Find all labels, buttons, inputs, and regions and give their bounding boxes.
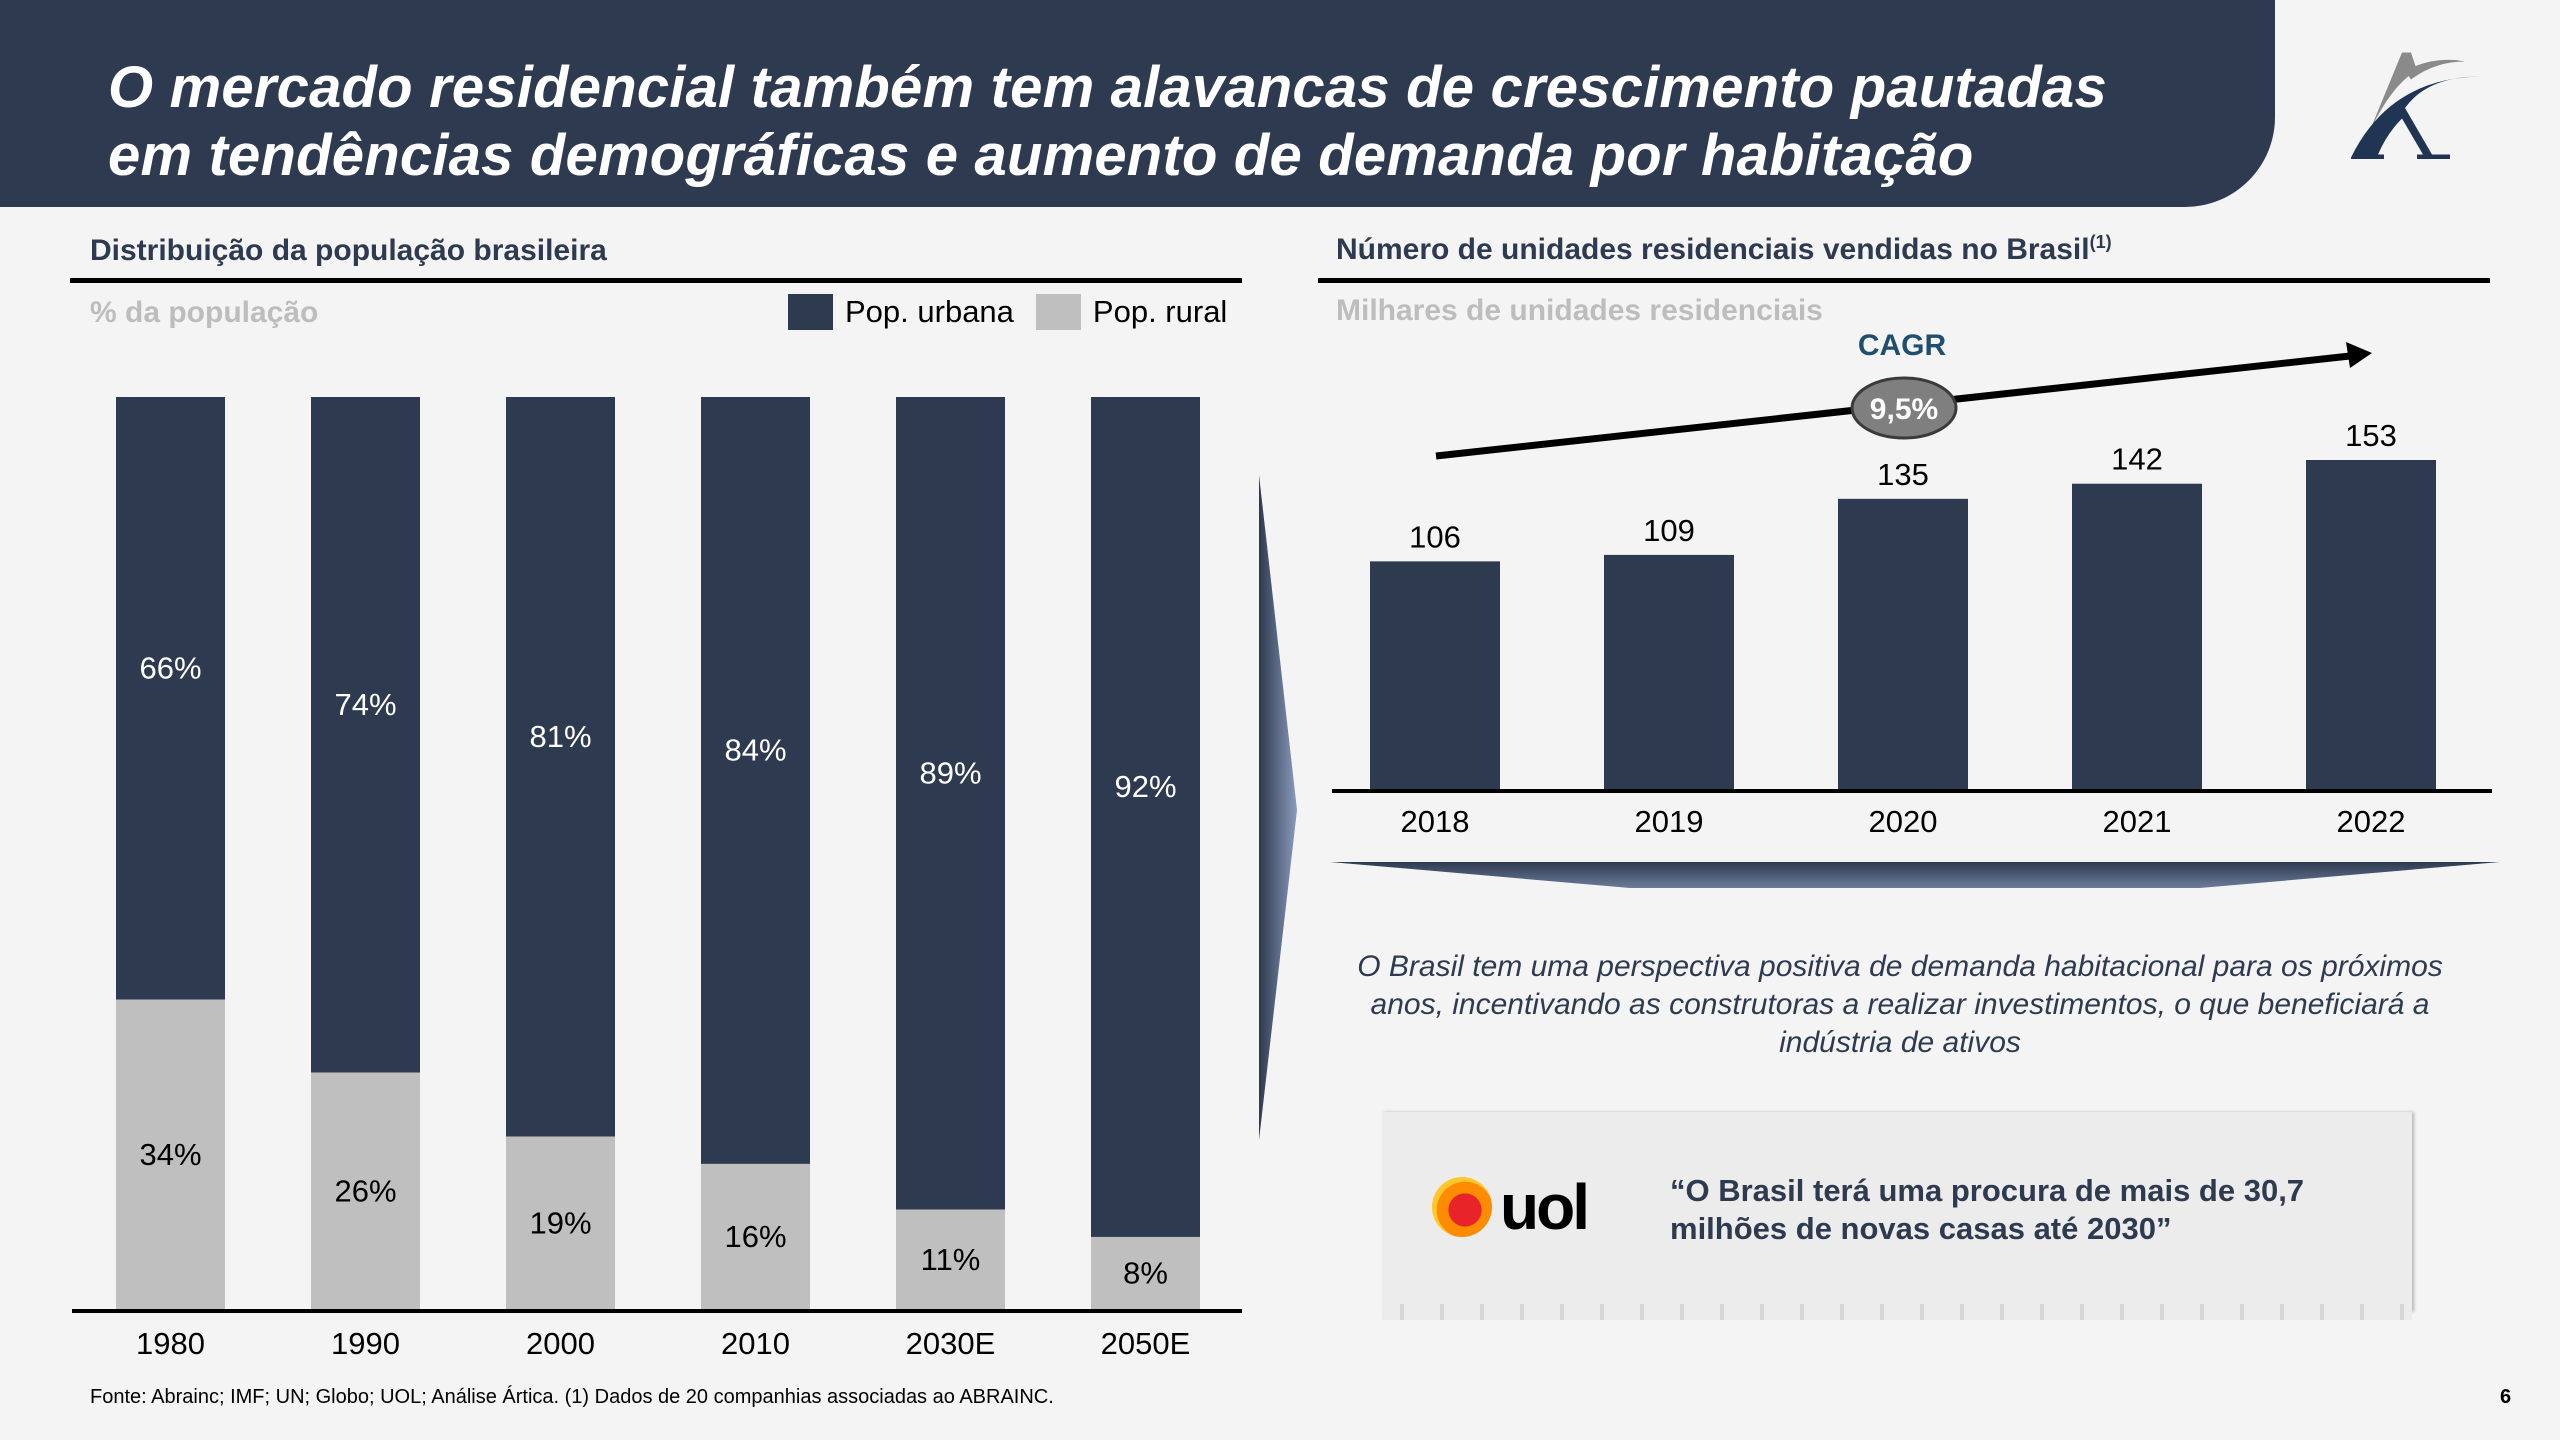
bar-sales bbox=[1370, 561, 1500, 790]
left-subtitle: % da população bbox=[90, 296, 319, 329]
x-tick-label: 2020 bbox=[1869, 804, 1938, 839]
right-section-rule bbox=[1318, 278, 2490, 283]
x-tick-label: 2030E bbox=[906, 1326, 996, 1361]
data-label-rural: 11% bbox=[921, 1242, 981, 1277]
data-label-rural: 34% bbox=[139, 1137, 201, 1172]
population-chart: 66% 34% 1980 74% 26% 1990 81% 19% 2000 84% 16% 2010… bbox=[72, 397, 1242, 1361]
data-label: 109 bbox=[1643, 513, 1695, 548]
legend-item-rural: Pop. rural bbox=[1035, 294, 1228, 330]
sales-chart: 106 2018 109 2019 135 2020 142 2021 153 2022 9,5% C… bbox=[1332, 329, 2492, 839]
bar-urban bbox=[116, 397, 225, 1000]
title-line-2: em tendências demográficas e aumento de … bbox=[108, 123, 1974, 188]
bar-rural bbox=[311, 1072, 420, 1310]
page-title: O mercado residencial também tem alavanc… bbox=[108, 54, 2107, 190]
header-banner: O mercado residencial também tem alavanc… bbox=[0, 0, 2275, 207]
bar-rural bbox=[116, 999, 225, 1310]
legend-item-urban: Pop. urbana bbox=[788, 294, 1014, 330]
insight-text: O Brasil tem uma perspectiva positiva de… bbox=[1357, 950, 2443, 1059]
uol-wordmark: uol bbox=[1500, 1171, 1590, 1243]
legend-swatch-urban bbox=[788, 294, 833, 330]
bar-urban bbox=[506, 397, 615, 1137]
bar-sales bbox=[1838, 498, 1968, 790]
x-tick-label: 1990 bbox=[331, 1326, 400, 1361]
data-label: 153 bbox=[2345, 418, 2397, 453]
right-section-title: Número de unidades residenciais vendidas… bbox=[1336, 232, 2112, 267]
bar-rural bbox=[701, 1163, 810, 1310]
uol-logo: uol bbox=[1432, 1171, 1590, 1243]
x-tick-label: 2022 bbox=[2337, 804, 2406, 839]
data-label: 106 bbox=[1409, 519, 1461, 554]
cagr-label: CAGR bbox=[1858, 329, 1947, 362]
data-label-urban: 89% bbox=[919, 755, 981, 790]
legend-swatch-rural bbox=[1035, 294, 1081, 330]
page-number: 6 bbox=[2500, 1386, 2512, 1408]
x-tick-label: 2019 bbox=[1635, 804, 1704, 839]
x-tick-label: 2021 bbox=[2103, 804, 2172, 839]
bar-sales bbox=[1604, 554, 1734, 790]
cagr-value: 9,5% bbox=[1870, 393, 1938, 426]
data-label-urban: 74% bbox=[334, 687, 396, 722]
data-label-urban: 92% bbox=[1114, 769, 1176, 804]
legend-label-urban: Pop. urbana bbox=[845, 294, 1014, 329]
data-label-urban: 84% bbox=[724, 732, 786, 767]
data-label-urban: 81% bbox=[529, 719, 591, 754]
bar-urban bbox=[896, 397, 1005, 1210]
x-tick-label: 2010 bbox=[721, 1326, 790, 1361]
x-tick-label: 2050E bbox=[1101, 1326, 1191, 1361]
data-label-rural: 26% bbox=[334, 1173, 396, 1208]
bar-urban bbox=[701, 397, 810, 1164]
divider-arrow-icon bbox=[1259, 475, 1297, 1140]
left-section-title: Distribuição da população brasileira bbox=[90, 234, 607, 267]
x-tick-label: 1980 bbox=[136, 1326, 205, 1361]
left-section-rule bbox=[70, 278, 1242, 283]
bar-sales bbox=[2072, 483, 2202, 790]
data-label-urban: 66% bbox=[139, 650, 201, 685]
bar-rural bbox=[506, 1136, 615, 1310]
source-footnote: Fonte: Abrainc; IMF; UN; Globo; UOL; Aná… bbox=[90, 1386, 1054, 1408]
right-title-text: Número de unidades residenciais vendidas… bbox=[1336, 233, 2090, 266]
legend: Pop. urbana Pop. rural bbox=[788, 294, 1249, 330]
bar-rural bbox=[1091, 1236, 1200, 1310]
bar-sales bbox=[2306, 460, 2436, 790]
data-label: 142 bbox=[2111, 442, 2163, 477]
bar-urban bbox=[1091, 397, 1200, 1237]
right-subtitle: Milhares de unidades residenciais bbox=[1336, 294, 1823, 327]
uol-logo-icon bbox=[1432, 1177, 1492, 1237]
title-line-1: O mercado residencial também tem alavanc… bbox=[108, 55, 2107, 120]
cagr-badge bbox=[1850, 376, 1958, 440]
data-label-rural: 16% bbox=[724, 1219, 786, 1254]
x-tick-label: 2000 bbox=[526, 1326, 595, 1361]
bar-urban bbox=[311, 397, 420, 1073]
bar-rural bbox=[896, 1209, 1005, 1310]
data-label: 135 bbox=[1877, 457, 1929, 492]
legend-label-rural: Pop. rural bbox=[1092, 294, 1228, 329]
x-tick-label: 2018 bbox=[1401, 804, 1470, 839]
news-quote: “O Brasil terá uma procura de mais de 30… bbox=[1670, 1173, 2305, 1246]
down-arrow-banner-icon bbox=[1330, 862, 2500, 888]
footnote-marker: (1) bbox=[2089, 232, 2112, 252]
news-quote-card: uol “O Brasil terá uma procura de mais d… bbox=[1382, 1112, 2412, 1320]
artica-logo-icon bbox=[2351, 52, 2480, 159]
data-label-rural: 8% bbox=[1123, 1255, 1168, 1290]
data-label-rural: 19% bbox=[529, 1205, 591, 1240]
cagr-arrowhead-icon bbox=[2346, 342, 2372, 368]
